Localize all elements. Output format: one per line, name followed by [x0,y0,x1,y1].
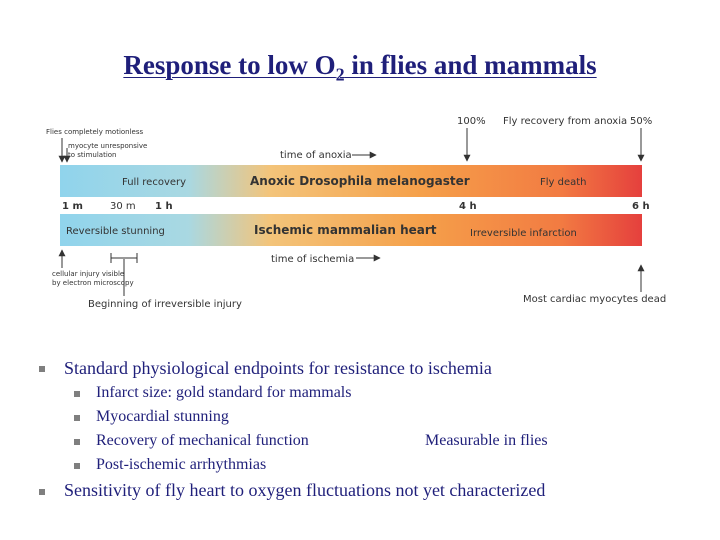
time-of-anoxia-label: time of anoxia [280,150,352,161]
fly-bar-label: Anoxic Drosophila melanogaster [250,174,470,188]
myocyte-label-2: to stimulation [68,151,117,159]
fly-bar [60,165,642,197]
time-of-ischemia-label: time of ischemia [271,254,354,265]
beginning-irreversible-label: Beginning of irreversible injury [88,299,242,310]
cellular-injury-label-2: by electron microscopy [52,279,134,287]
slide-title: Response to low O2 in flies and mammals [123,50,597,85]
time-1m: 1 m [62,201,83,212]
myocyte-label-1: myocyte unresponsive [68,142,147,150]
reversible-stunning-label: Reversible stunning [66,226,165,237]
most-cardiac-dead-label: Most cardiac myocytes dead [523,294,666,305]
fly-recovery-label: Fly recovery from anoxia [503,116,627,127]
time-30m: 30 m [110,201,136,212]
time-6h: 6 h [632,201,650,212]
time-1h: 1 h [155,201,173,212]
cellular-injury-label-1: cellular injury visible [52,270,124,278]
fly-full-recovery-label: Full recovery [122,177,186,188]
pct-50-label: 50% [630,116,652,127]
heart-bar [60,214,642,246]
time-4h: 4 h [459,201,477,212]
fly-death-label: Fly death [540,177,587,188]
pct-100-label: 100% [457,116,486,127]
heart-bar-label: Ischemic mammalian heart [254,223,437,237]
flies-motionless-label: Flies completely motionless [46,128,144,136]
irreversible-infarction-label: Irreversible infarction [470,228,577,239]
